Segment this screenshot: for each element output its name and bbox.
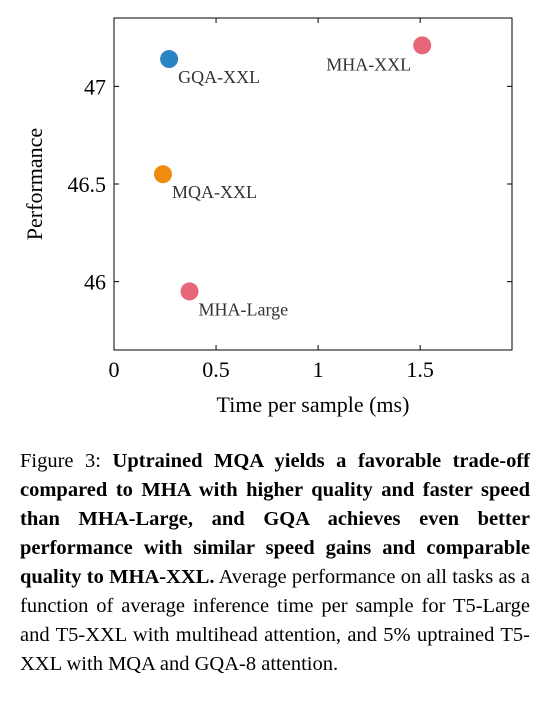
y-tick-label: 47 (84, 74, 106, 99)
data-point-label: GQA-XXL (178, 67, 260, 87)
data-point-gqa-xxl (160, 50, 179, 69)
x-axis-label: Time per sample (ms) (217, 392, 410, 417)
data-points: MHA-XXL GQA-XXL MQA-XXL MHA-Large (153, 36, 432, 319)
caption-prefix: Figure 3: (20, 450, 113, 472)
x-axis-ticks: 0 0.5 1 1.5 (109, 18, 434, 382)
caption-body-text: Average performance on all tasks as a fu… (20, 566, 530, 675)
y-tick-label: 46 (84, 270, 106, 295)
data-point-mqa-xxl (153, 165, 172, 184)
data-point-label: MQA-XXL (172, 182, 257, 202)
data-point-mha-large (180, 282, 199, 301)
data-point-mha-xxl (413, 36, 432, 55)
data-point-label: MHA-Large (199, 299, 289, 319)
y-tick-label: 46.5 (68, 172, 107, 197)
data-point-label: MHA-XXL (326, 54, 411, 74)
x-tick-label: 1.5 (406, 357, 434, 382)
caption-bold-text: Uptrained MQA yields a favorable trade-o… (20, 450, 531, 588)
y-axis-label: Performance (22, 128, 47, 240)
y-axis-ticks: 46 46.5 47 (68, 74, 512, 295)
figure-caption: Figure 3: Uptrained MQA yields a favorab… (20, 447, 530, 679)
x-tick-label: 0 (109, 357, 120, 382)
x-tick-label: 0.5 (202, 357, 230, 382)
x-tick-label: 1 (313, 357, 324, 382)
